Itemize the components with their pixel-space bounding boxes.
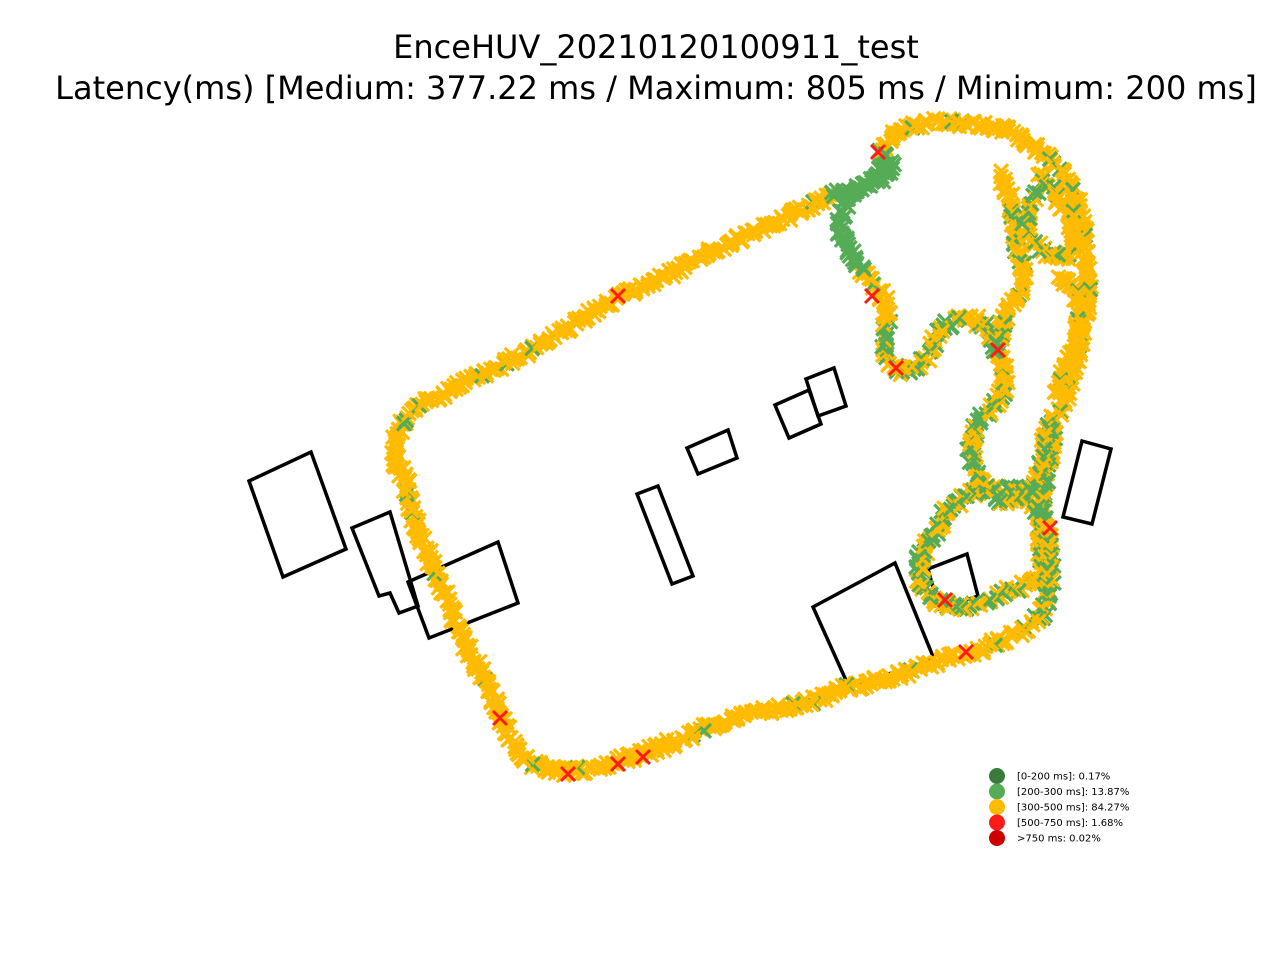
legend-label: [200-300 ms]: 13.87% bbox=[1017, 787, 1129, 798]
building-outline bbox=[405, 539, 521, 641]
latency-marker bbox=[1041, 519, 1059, 537]
latency-marker bbox=[882, 305, 899, 322]
legend-swatch bbox=[989, 814, 1005, 831]
chart-subtitle: Latency(ms) [Medium: 377.22 ms / Maximum… bbox=[55, 69, 1257, 107]
latency-marker bbox=[989, 341, 1007, 359]
building-outline bbox=[684, 427, 740, 477]
latency-marker bbox=[395, 483, 412, 500]
latency-marker bbox=[408, 512, 425, 529]
legend-label: [0-200 ms]: 0.17% bbox=[1017, 772, 1110, 783]
latency-marker bbox=[491, 709, 509, 727]
latency-marker bbox=[957, 643, 975, 661]
legend-label: [500-750 ms]: 1.68% bbox=[1017, 818, 1123, 829]
latency-marker bbox=[609, 755, 627, 773]
legend-swatch bbox=[989, 799, 1005, 815]
latency-marker bbox=[887, 359, 905, 377]
latency-marker bbox=[634, 748, 652, 766]
latency-marker bbox=[1030, 185, 1048, 202]
latency-marker bbox=[817, 692, 834, 709]
latency-marker bbox=[863, 287, 881, 305]
building-outline bbox=[1060, 438, 1114, 527]
latency-marker bbox=[1026, 183, 1044, 201]
legend-swatch bbox=[989, 783, 1005, 800]
legend-swatch bbox=[989, 830, 1005, 846]
latency-marker bbox=[869, 143, 887, 161]
latency-marker bbox=[1071, 301, 1089, 318]
building-outline bbox=[634, 483, 696, 587]
latency-marker bbox=[559, 765, 577, 783]
legend-label: >750 ms: 0.02% bbox=[1017, 834, 1101, 845]
legend-label: [300-500 ms]: 84.27% bbox=[1017, 803, 1129, 814]
latency-marker bbox=[609, 287, 627, 305]
building-outline bbox=[803, 365, 849, 419]
building-outline bbox=[246, 449, 349, 580]
latency-markers bbox=[383, 110, 1100, 784]
latency-marker bbox=[1048, 382, 1065, 399]
latency-marker bbox=[953, 487, 970, 504]
building-outline bbox=[772, 387, 824, 441]
latency-marker bbox=[465, 657, 482, 675]
building-outlines bbox=[246, 365, 1114, 690]
latency-marker bbox=[985, 343, 1002, 360]
chart-title: EnceHUV_20210120100911_test bbox=[393, 28, 919, 66]
legend: [0-200 ms]: 0.17% [200-300 ms]: 13.87% [30… bbox=[989, 768, 1129, 846]
latency-marker bbox=[1065, 203, 1082, 220]
building-outline bbox=[349, 509, 421, 616]
latency-marker bbox=[936, 591, 954, 609]
legend-swatch bbox=[989, 768, 1005, 784]
